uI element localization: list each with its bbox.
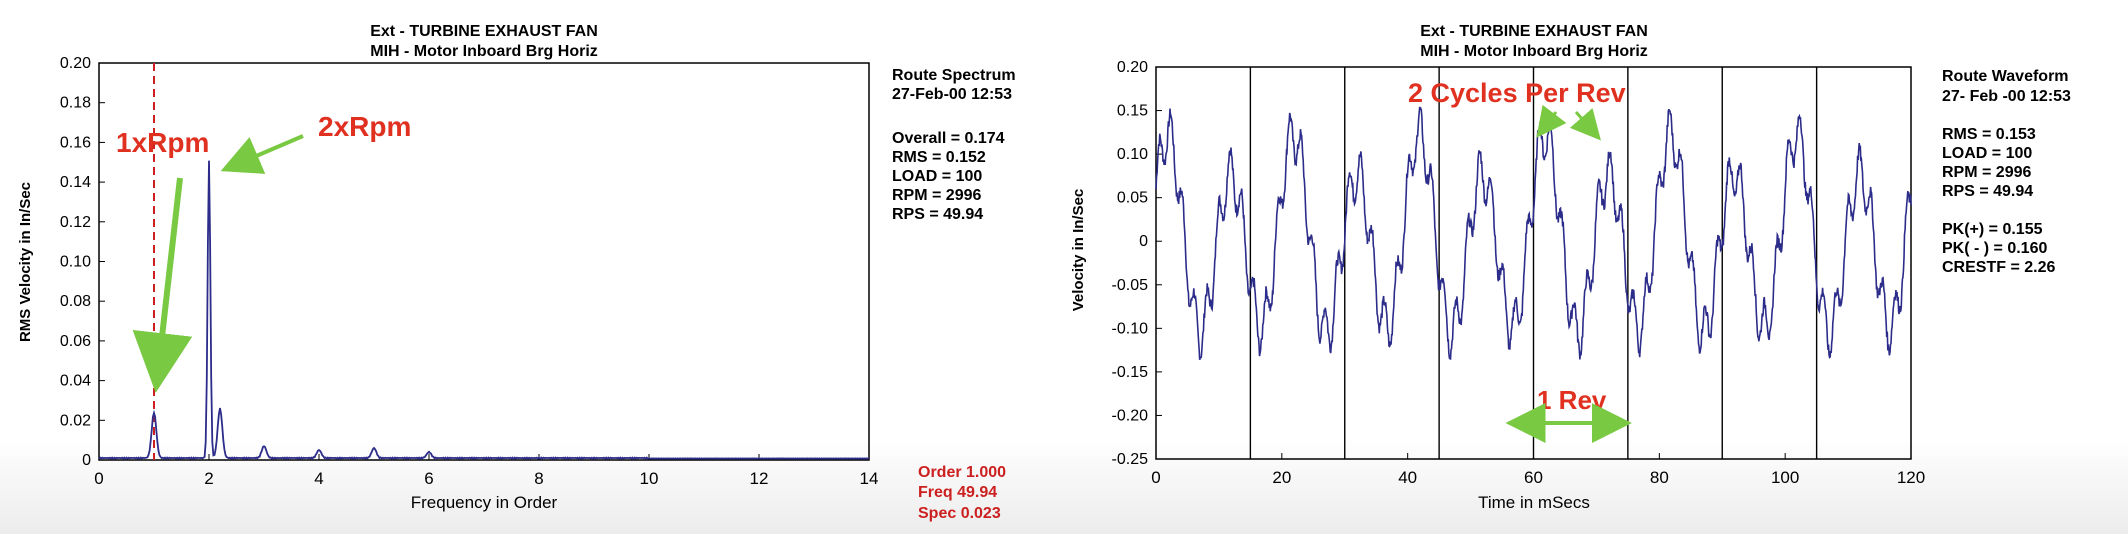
waveform-rev-markers <box>1249 67 1818 459</box>
waveform-info-line: PK(+) = 0.155 <box>1942 221 2043 238</box>
spectrum-y-tick-label: 0.02 <box>60 412 91 429</box>
spectrum-y-ticks: 0 0.02 0.04 0.06 0.08 0.10 0.12 0.14 0.16 0.18 0.2… <box>60 55 105 469</box>
waveform-info-line: RPM = 2996 <box>1942 164 2031 181</box>
waveform-y-tick-label: -0.10 <box>1112 320 1149 337</box>
spectrum-y-tick-label: 0.14 <box>60 174 91 191</box>
spectrum-chart: Ext - TURBINE EXHAUST FAN MIH - Motor In… <box>17 23 1016 522</box>
annotation-2xrpm: 2xRpm <box>318 111 411 142</box>
spectrum-x-tick-label: 4 <box>314 469 323 488</box>
spectrum-info-line: Route Spectrum <box>892 67 1016 84</box>
spectrum-cursor-readout: Order 1.000 Freq 49.94 Spec 0.023 <box>918 464 1006 522</box>
waveform-y-tick-label: 0.05 <box>1117 190 1148 207</box>
waveform-y-tick-label: 0.15 <box>1117 103 1148 120</box>
spectrum-info-line: RPM = 2996 <box>892 187 981 204</box>
spectrum-y-tick-label: 0.18 <box>60 95 91 112</box>
spectrum-x-tick-label: 6 <box>424 469 433 488</box>
waveform-x-ticks: 0 20 40 60 80 100 120 <box>1151 453 1925 487</box>
waveform-x-tick-label: 100 <box>1771 468 1799 487</box>
spectrum-x-tick-label: 10 <box>640 469 659 488</box>
spectrum-x-tick-label: 12 <box>750 469 769 488</box>
spectrum-info-line: RPS = 49.94 <box>892 206 983 223</box>
waveform-x-tick-label: 120 <box>1897 468 1925 487</box>
waveform-title-line2: MIH - Motor Inboard Brg Horiz <box>1420 43 1648 60</box>
waveform-trace <box>1155 106 1912 361</box>
waveform-x-tick-label: 60 <box>1524 468 1543 487</box>
waveform-y-tick-label: -0.20 <box>1112 407 1149 424</box>
spectrum-info-line: RMS = 0.152 <box>892 149 986 166</box>
waveform-x-tick-label: 40 <box>1398 468 1417 487</box>
waveform-x-tick-label: 20 <box>1272 468 1291 487</box>
spectrum-plot-frame <box>98 62 870 461</box>
spectrum-title-line2: MIH - Motor Inboard Brg Horiz <box>370 43 598 60</box>
spectrum-y-tick-label: 0.06 <box>60 333 91 350</box>
waveform-y-tick-label: 0 <box>1139 233 1148 250</box>
arrow-cycle-left <box>1536 104 1567 138</box>
waveform-y-tick-label: -0.15 <box>1112 364 1149 381</box>
waveform-x-tick-label: 0 <box>1151 468 1160 487</box>
spectrum-x-tick-label: 0 <box>94 469 103 488</box>
waveform-y-tick-label: -0.05 <box>1112 277 1149 294</box>
waveform-info-line: Route Waveform <box>1942 68 2069 85</box>
annotation-1xrpm: 1xRpm <box>116 127 209 158</box>
waveform-x-tick-label: 80 <box>1650 468 1669 487</box>
waveform-info-panel: Route Waveform 27- Feb -00 12:53 RMS = 0… <box>1942 68 2071 276</box>
waveform-y-tick-label: 0.10 <box>1117 146 1148 163</box>
spectrum-x-ticks: 0 2 4 6 8 10 12 14 <box>94 454 878 488</box>
spectrum-y-tick-label: 0 <box>82 452 91 469</box>
spectrum-y-axis-label: RMS Velocity in In/Sec <box>17 182 34 342</box>
waveform-info-line: CRESTF = 2.26 <box>1942 259 2055 276</box>
spectrum-y-tick-label: 0.08 <box>60 293 91 310</box>
spectrum-x-axis-label: Frequency in Order <box>411 493 558 512</box>
arrow-1xrpm <box>132 177 193 393</box>
waveform-info-line: PK( - ) = 0.160 <box>1942 240 2047 257</box>
waveform-y-axis-label: Velocity in In/Sec <box>1070 189 1087 312</box>
arrow-cycle-right <box>1569 108 1601 141</box>
spectrum-info-line: LOAD = 100 <box>892 168 982 185</box>
waveform-info-line: RMS = 0.153 <box>1942 126 2036 143</box>
waveform-y-ticks: -0.25 -0.20 -0.15 -0.10 -0.05 0 0.05 0.10 0.15 0.… <box>1112 59 1162 468</box>
spectrum-trace <box>98 160 869 461</box>
spectrum-y-tick-label: 0.20 <box>60 55 91 72</box>
spectrum-y-tick-label: 0.16 <box>60 134 91 151</box>
spectrum-x-tick-label: 8 <box>534 469 543 488</box>
waveform-info-line: LOAD = 100 <box>1942 145 2032 162</box>
waveform-info-line: RPS = 49.94 <box>1942 183 2033 200</box>
waveform-chart: Ext - TURBINE EXHAUST FAN MIH - Motor In… <box>1070 23 2071 512</box>
annotation-1-rev: 1 Rev <box>1537 385 1607 415</box>
spectrum-y-tick-label: 0.10 <box>60 254 91 271</box>
spectrum-info-line: Overall = 0.174 <box>892 130 1005 147</box>
waveform-title-line1: Ext - TURBINE EXHAUST FAN <box>1420 23 1648 40</box>
cursor-order: Order 1.000 <box>918 464 1006 481</box>
waveform-y-tick-label: -0.25 <box>1112 451 1149 468</box>
waveform-x-axis-label: Time in mSecs <box>1478 493 1590 512</box>
spectrum-info-line: 27-Feb-00 12:53 <box>892 86 1012 103</box>
cursor-freq: Freq 49.94 <box>918 484 997 501</box>
spectrum-y-tick-label: 0.12 <box>60 214 91 231</box>
annotation-2-cycles-per-rev: 2 Cycles Per Rev <box>1408 78 1626 108</box>
arrow-2xrpm <box>220 134 304 174</box>
spectrum-title-line1: Ext - TURBINE EXHAUST FAN <box>370 23 598 40</box>
spectrum-y-tick-label: 0.04 <box>60 373 91 390</box>
spectrum-x-tick-label: 14 <box>860 469 879 488</box>
spectrum-x-tick-label: 2 <box>204 469 213 488</box>
waveform-y-tick-label: 0.20 <box>1117 59 1148 76</box>
waveform-info-line: 27- Feb -00 12:53 <box>1942 88 2071 105</box>
cursor-spec: Spec 0.023 <box>918 505 1001 522</box>
spectrum-info-panel: Route Spectrum 27-Feb-00 12:53 Overall =… <box>892 67 1016 223</box>
